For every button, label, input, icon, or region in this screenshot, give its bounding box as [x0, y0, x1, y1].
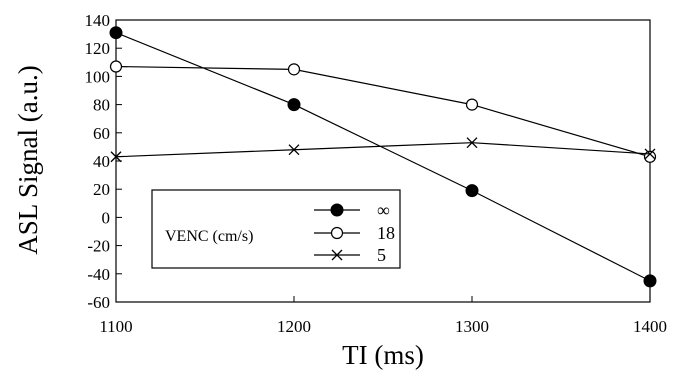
x-axis-title: TI (ms)	[342, 340, 424, 370]
y-tick-label: 120	[85, 39, 111, 58]
y-tick-label: -40	[87, 265, 110, 284]
series-line-venc-5	[115, 142, 651, 158]
y-tick-label: 80	[93, 96, 110, 115]
y-axis-title: ASL Signal (a.u.)	[13, 65, 43, 254]
x-tick-label: 1400	[633, 317, 667, 336]
data-point-venc-18	[287, 63, 301, 76]
data-point-venc-infinity	[465, 184, 479, 198]
x-tick-label: 1100	[99, 317, 132, 336]
legend-label-venc-18: 18	[377, 223, 395, 243]
legend-marker-venc-18	[330, 226, 344, 240]
data-point-venc-infinity	[287, 98, 301, 112]
y-tick-label: 20	[93, 180, 110, 199]
data-point-venc-18	[109, 60, 123, 73]
x-tick-label: 1200	[277, 317, 311, 336]
y-tick-label: -60	[87, 293, 110, 312]
legend-label-venc-infinity: ∞	[377, 200, 390, 220]
y-tick-label: 140	[85, 11, 111, 30]
data-point-venc-infinity	[643, 274, 657, 288]
legend-marker-venc-infinity	[330, 203, 344, 217]
data-point-venc-5	[466, 137, 478, 149]
data-point-venc-18	[465, 98, 479, 111]
series-line-venc-infinity	[115, 32, 651, 282]
x-tick-label: 1300	[455, 317, 489, 336]
data-point-venc-5	[110, 151, 122, 163]
y-tick-label: 100	[85, 67, 111, 86]
y-tick-label: 0	[102, 208, 111, 227]
legend-marker-venc-5	[331, 249, 343, 261]
series-line-venc-18	[115, 65, 651, 158]
y-tick-label: 40	[93, 152, 110, 171]
legend-title: VENC (cm/s)	[165, 228, 253, 245]
y-tick-label: 60	[93, 124, 110, 143]
data-point-venc-5	[644, 148, 656, 160]
y-tick-label: -20	[87, 237, 110, 256]
data-point-venc-5	[288, 144, 300, 156]
data-point-venc-infinity	[109, 26, 123, 40]
legend-label-venc-5: 5	[377, 245, 386, 265]
data-point-venc-18	[643, 150, 657, 163]
